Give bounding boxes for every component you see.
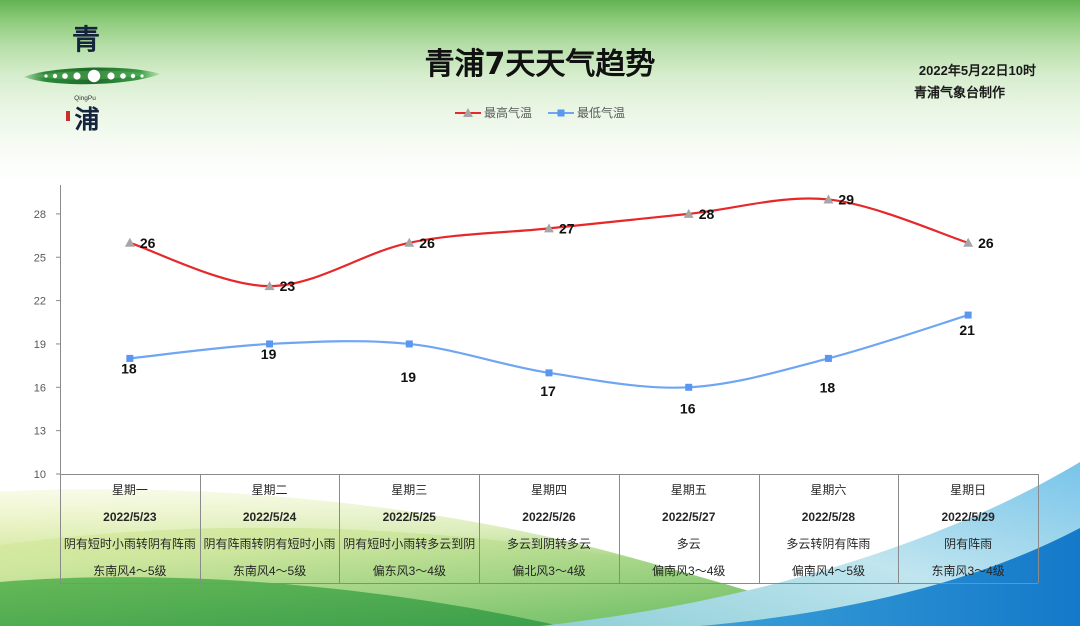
y-tick-label: 19 bbox=[34, 339, 46, 351]
logo-dot bbox=[130, 73, 136, 79]
high-temp-point-6 bbox=[823, 194, 834, 204]
weather-cell-4: 多云到阴转多云 bbox=[506, 537, 591, 551]
chart-title: 青浦7天天气趋势 bbox=[424, 47, 656, 82]
logo-dot-large bbox=[87, 69, 101, 83]
low-temp-label-7: 21 bbox=[959, 322, 975, 338]
logo-dots bbox=[44, 69, 144, 83]
low-temp-point-2 bbox=[266, 340, 274, 348]
y-tick-label: 16 bbox=[34, 382, 46, 394]
issue-time: 2022年5月22日10时 bbox=[918, 63, 1036, 78]
date-cell-4: 2022/5/26 bbox=[522, 510, 576, 524]
legend-marker-1 bbox=[463, 108, 473, 117]
high-temp-series: 26 23 26 27 28 29 26 bbox=[124, 191, 994, 294]
day-label-6: 星期六 bbox=[810, 483, 847, 497]
logo-dot bbox=[52, 73, 58, 79]
wind-cell-5: 偏南风3～4级 bbox=[652, 564, 726, 578]
date-cell-5: 2022/5/27 bbox=[662, 510, 716, 524]
weather-cell-3: 阴有短时小雨转多云到阴 bbox=[343, 537, 476, 551]
high-temp-label-1: 26 bbox=[140, 235, 156, 251]
logo-dot bbox=[120, 73, 126, 79]
day-label-4: 星期四 bbox=[530, 483, 567, 497]
low-temp-point-7 bbox=[964, 311, 972, 319]
wave-white-highlight bbox=[0, 489, 640, 560]
y-tick-label: 13 bbox=[34, 426, 46, 438]
wind-cell-2: 东南风4～5级 bbox=[232, 564, 307, 578]
chart-axes: 10 13 16 19 22 25 28 bbox=[34, 185, 1039, 584]
qingpu-logo: 青 QingPu 浦 bbox=[24, 23, 160, 134]
low-temp-label-6: 18 bbox=[820, 379, 836, 395]
high-temp-label-5: 28 bbox=[699, 206, 715, 222]
y-tick-label: 25 bbox=[34, 252, 46, 264]
high-temp-label-3: 26 bbox=[419, 235, 435, 251]
date-cell-2: 2022/5/24 bbox=[242, 510, 297, 524]
logo-top-character: 青 bbox=[72, 23, 100, 56]
logo-red-seal bbox=[66, 111, 70, 121]
logo-dot bbox=[140, 74, 144, 78]
high-temp-line bbox=[128, 197, 970, 288]
high-temp-point-3 bbox=[404, 237, 415, 247]
weather-cell-1: 阴有短时小雨转阴有阵雨 bbox=[63, 537, 196, 551]
wave-green bbox=[0, 577, 560, 626]
low-temp-label-5: 16 bbox=[680, 400, 696, 416]
wind-cell-3: 偏东风3～4级 bbox=[372, 564, 446, 578]
logo-bottom-character: 浦 bbox=[74, 105, 99, 134]
logo-dot bbox=[107, 72, 115, 80]
low-temp-point-1 bbox=[126, 354, 134, 362]
high-temp-point-5 bbox=[683, 208, 694, 218]
high-temp-label-4: 27 bbox=[559, 220, 575, 236]
wave-blue bbox=[700, 528, 1080, 626]
low-temp-point-5 bbox=[685, 383, 693, 391]
logo-dot bbox=[44, 74, 48, 78]
low-temp-point-6 bbox=[824, 354, 832, 362]
high-temp-point-1 bbox=[124, 237, 135, 247]
logo-latin-text: QingPu bbox=[74, 95, 96, 102]
wind-cell-4: 偏北风3～4级 bbox=[512, 564, 586, 578]
day-label-7: 星期日 bbox=[950, 483, 987, 497]
logo-dot bbox=[62, 73, 68, 79]
low-temp-series: 18 19 19 17 16 18 21 bbox=[121, 311, 975, 416]
high-temp-label-2: 23 bbox=[280, 278, 296, 294]
low-temp-point-4 bbox=[545, 369, 553, 377]
high-temp-point-2 bbox=[264, 281, 275, 291]
high-temp-point-4 bbox=[544, 223, 554, 233]
chart-legend: 最高气温 最低气温 bbox=[455, 105, 625, 120]
day-label-2: 星期二 bbox=[251, 483, 288, 497]
legend-label-1: 最高气温 bbox=[484, 105, 532, 120]
date-cell-7: 2022/5/29 bbox=[941, 510, 995, 524]
day-label-3: 星期三 bbox=[391, 483, 428, 497]
date-cell-6: 2022/5/28 bbox=[801, 510, 856, 524]
weather-cell-2: 阴有阵雨转阴有短时小雨 bbox=[203, 537, 336, 551]
logo-dot bbox=[73, 72, 81, 80]
high-temp-label-6: 29 bbox=[838, 191, 854, 207]
legend-label-2: 最低气温 bbox=[577, 105, 625, 120]
issuer-label: 青浦气象台制作 bbox=[914, 85, 1006, 100]
wind-cell-6: 偏南风4～5级 bbox=[791, 564, 866, 578]
weather-cell-7: 阴有阵雨 bbox=[944, 537, 993, 551]
y-tick-label: 28 bbox=[34, 209, 46, 221]
legend-marker-2 bbox=[557, 109, 565, 117]
y-tick-label: 22 bbox=[34, 296, 46, 308]
day-label-1: 星期一 bbox=[111, 483, 148, 497]
wind-cell-1: 东南风4～5级 bbox=[93, 564, 167, 578]
weather-cell-6: 多云转阴有阵雨 bbox=[786, 537, 871, 551]
y-tick-label: 10 bbox=[34, 469, 46, 481]
low-temp-point-3 bbox=[405, 340, 413, 348]
low-temp-label-3: 19 bbox=[400, 369, 416, 385]
low-temp-label-1: 18 bbox=[121, 360, 137, 376]
low-temp-label-4: 17 bbox=[540, 383, 556, 399]
low-temp-line bbox=[128, 313, 970, 389]
date-cell-1: 2022/5/23 bbox=[103, 510, 157, 524]
low-temp-label-2: 19 bbox=[261, 346, 277, 362]
high-temp-point-7 bbox=[963, 237, 974, 247]
day-label-5: 星期五 bbox=[670, 483, 707, 497]
wind-cell-7: 东南风3～4级 bbox=[931, 564, 1005, 578]
high-temp-label-7: 26 bbox=[978, 235, 994, 251]
date-cell-3: 2022/5/25 bbox=[382, 510, 436, 524]
weather-cell-5: 多云 bbox=[676, 537, 701, 551]
